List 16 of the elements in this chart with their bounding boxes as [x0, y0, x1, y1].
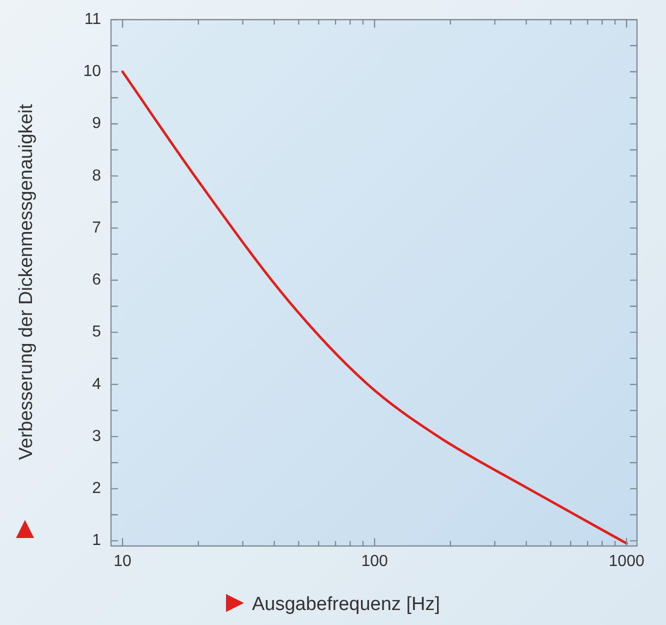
y-tick-label: 5	[92, 324, 102, 341]
x-tick-label: 10	[114, 553, 132, 570]
x-tick-label: 100	[361, 553, 388, 570]
y-tick-label: 11	[84, 11, 102, 28]
x-axis-title: Ausgabefrequenz [Hz]	[252, 594, 440, 615]
y-tick-label: 3	[92, 428, 102, 445]
y-tick-label: 2	[92, 480, 102, 498]
x-tick-label: 1000	[608, 553, 644, 570]
y-tick-label: 1	[92, 532, 102, 550]
y-tick-label: 10	[83, 63, 102, 80]
y-tick-label: 4	[92, 376, 102, 393]
y-axis-title: Verbesserung der Dickenmessgenauigkeit	[16, 104, 38, 460]
y-tick-label: 8	[92, 167, 102, 184]
y-tick-label: 6	[92, 272, 102, 289]
y-tick-label: 9	[92, 115, 102, 132]
y-tick-label: 7	[92, 219, 102, 236]
